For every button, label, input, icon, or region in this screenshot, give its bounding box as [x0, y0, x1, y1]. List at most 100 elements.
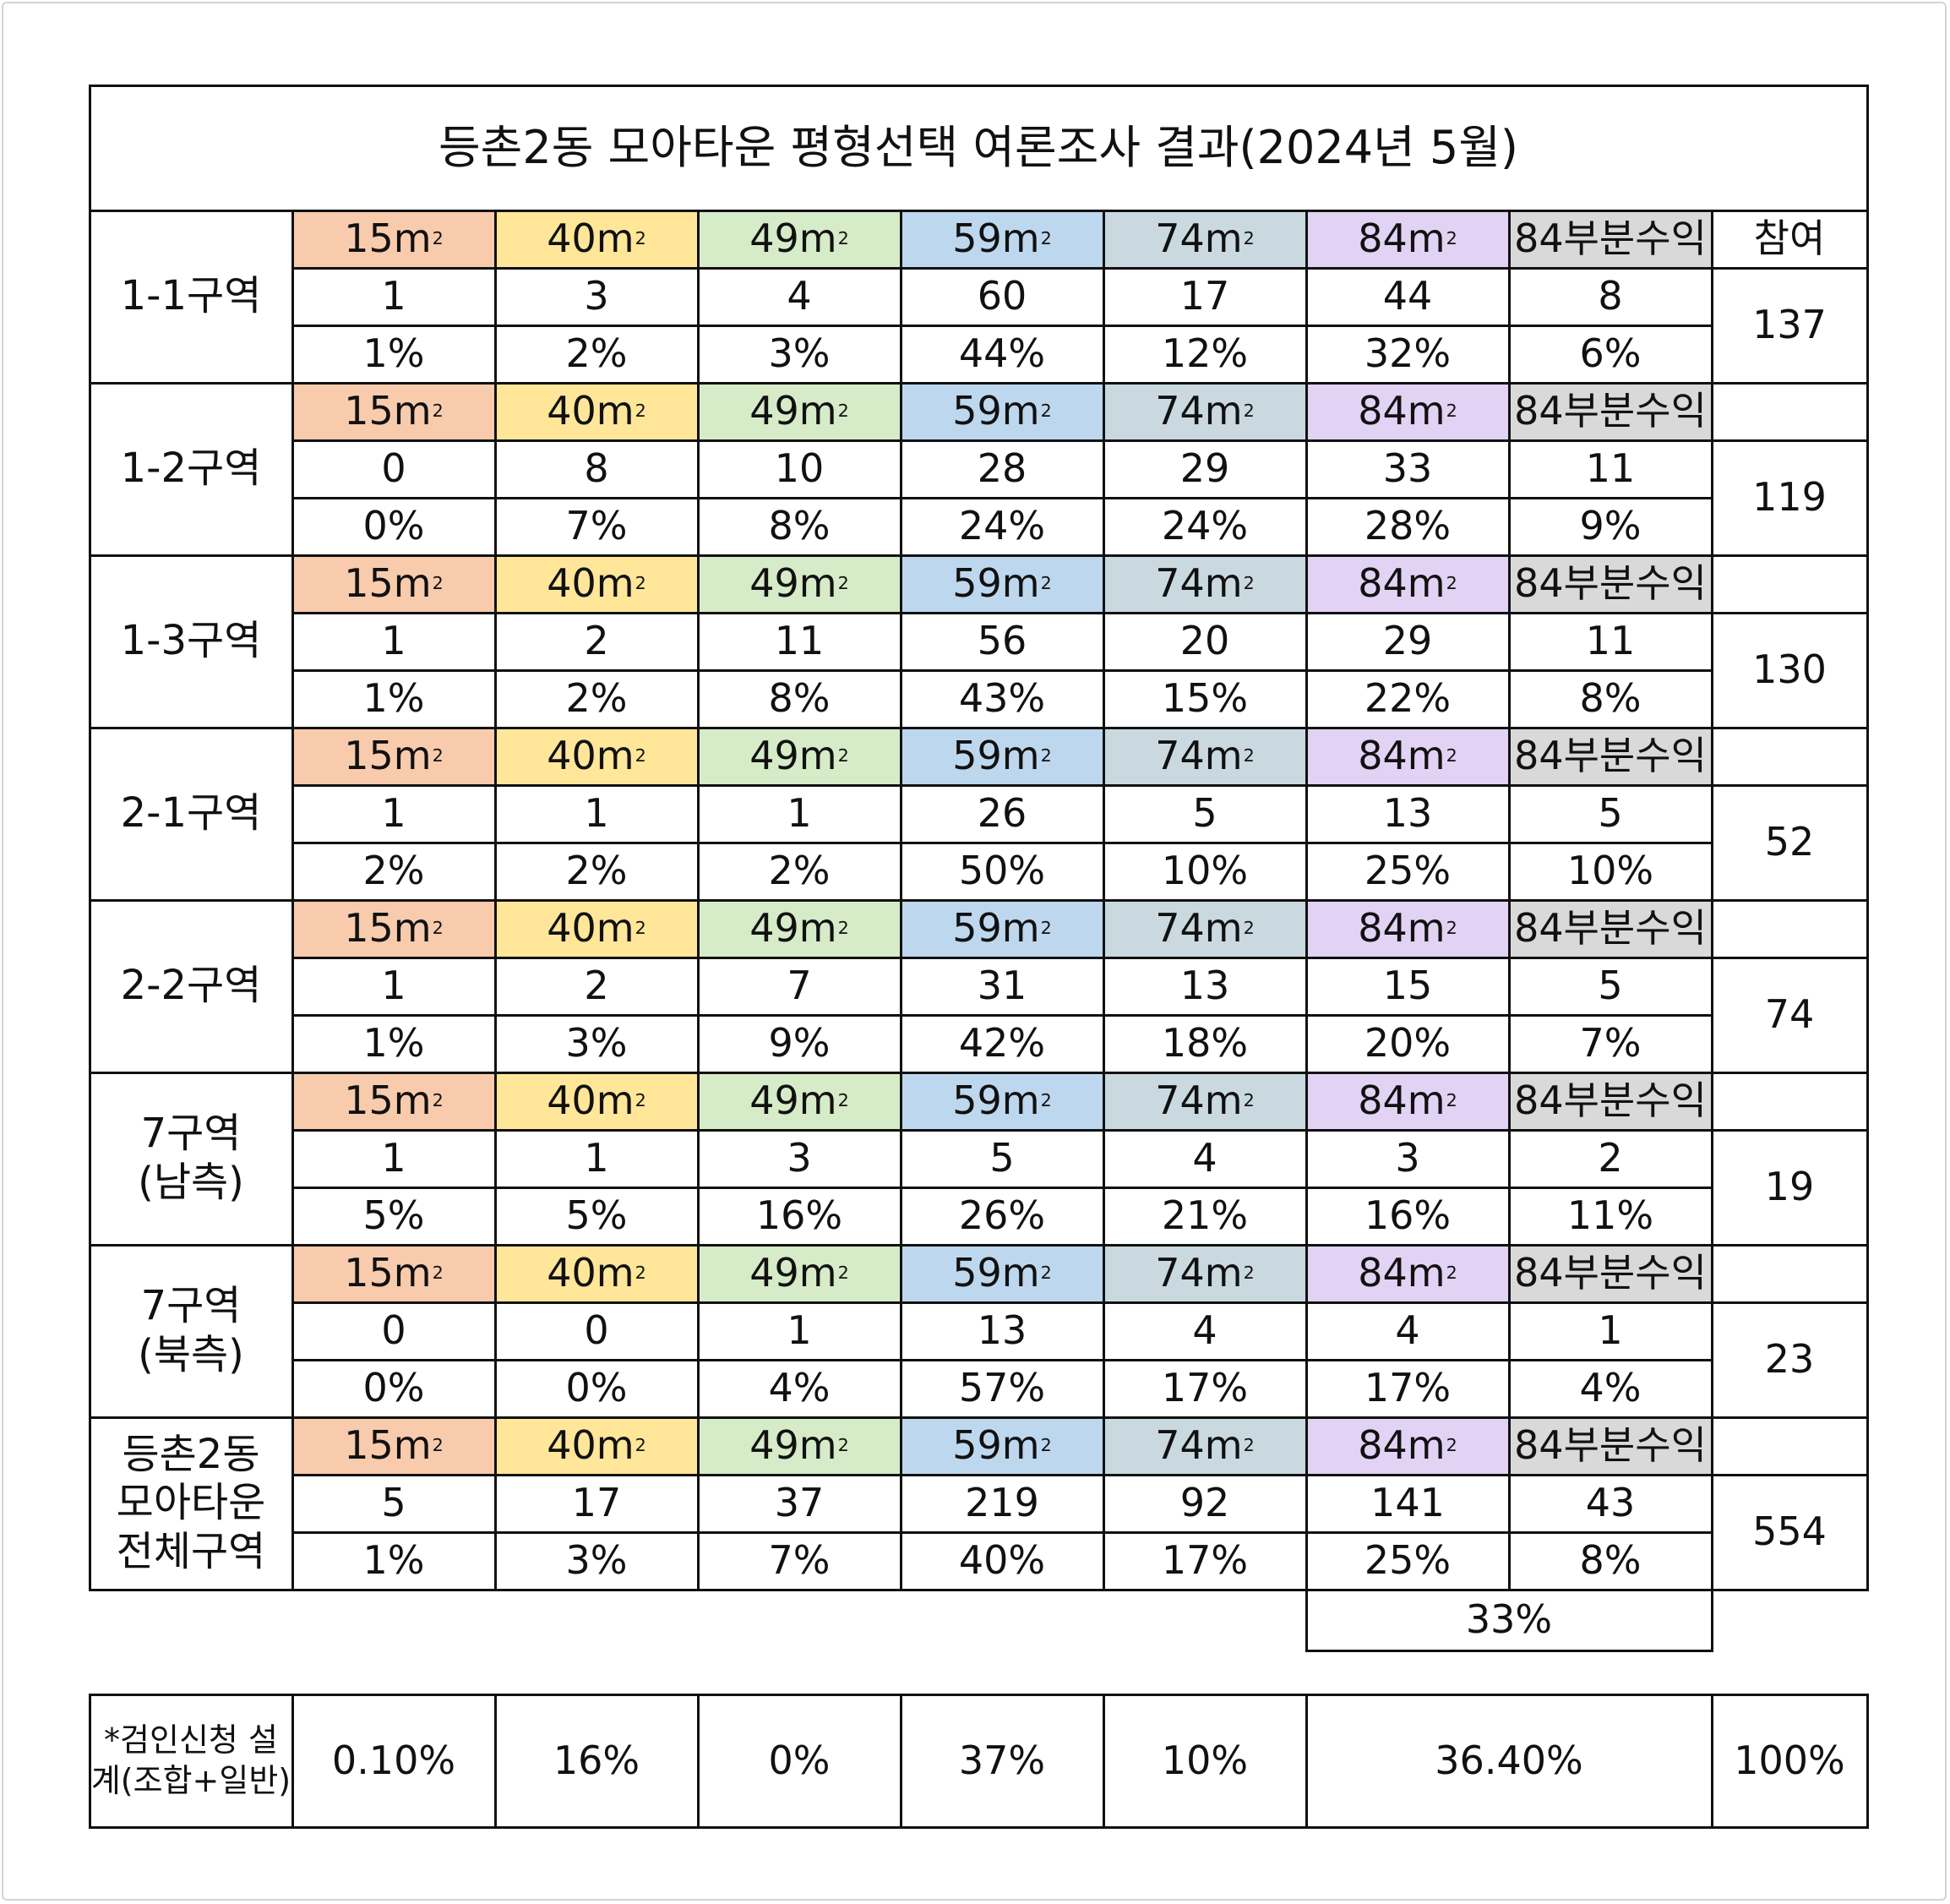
column-divider	[900, 210, 902, 1591]
column-divider	[1305, 210, 1308, 1591]
count-cell: 13	[1179, 963, 1230, 1009]
table-border-bottom	[89, 1589, 1869, 1591]
zone-name: 1-1구역	[120, 272, 262, 320]
count-cell: 5	[1598, 963, 1623, 1009]
zone-name: 1-2구역	[120, 445, 262, 493]
count-cell: 11	[774, 618, 825, 664]
percent-cell: 6%	[1579, 330, 1642, 377]
count-cell: 60	[977, 273, 1027, 319]
percent-cell: 40%	[958, 1537, 1046, 1584]
row-divider	[291, 957, 1869, 959]
size-header-cell: 84부분수익	[1509, 555, 1712, 613]
count-cell: 13	[977, 1307, 1027, 1354]
count-cell: 33	[1382, 445, 1433, 492]
count-cell: 13	[1382, 790, 1433, 837]
column-divider	[291, 210, 294, 1591]
row-divider	[291, 1014, 1713, 1017]
percent-cell: 8%	[1579, 1537, 1642, 1584]
percent-cell: 7%	[768, 1537, 831, 1584]
count-cell: 2	[584, 963, 609, 1009]
percent-cell: 25%	[1364, 1537, 1452, 1584]
block-divider	[89, 727, 1869, 729]
percent-cell: 10%	[1566, 848, 1654, 894]
count-cell: 2	[1598, 1135, 1623, 1181]
participants-count: 74	[1764, 991, 1815, 1038]
zone-name: 등촌2동 모아타운 전체구역	[116, 1430, 266, 1575]
combined-box-bottom	[1305, 1650, 1713, 1652]
percent-cell: 11%	[1566, 1192, 1654, 1239]
participants-count: 130	[1752, 646, 1827, 693]
size-header-cell: 84m 2	[1306, 1417, 1509, 1475]
size-header-cell: 40m 2	[495, 555, 698, 613]
table-border-left	[89, 85, 91, 1591]
percent-cell: 1%	[362, 1020, 425, 1067]
size-header-cell: 40m 2	[495, 1245, 698, 1302]
percent-cell: 22%	[1364, 675, 1452, 722]
percent-cell: 25%	[1364, 848, 1452, 894]
participants-count: 52	[1764, 819, 1815, 865]
size-header-cell: 15m 2	[292, 210, 495, 268]
row-divider	[291, 439, 1869, 442]
plan-row-divider	[291, 1694, 294, 1829]
percent-cell: 10%	[1161, 848, 1249, 894]
column-divider	[494, 210, 497, 1591]
size-header-cell: 84부분수익	[1509, 210, 1712, 268]
plan-row-divider	[89, 1694, 91, 1829]
column-divider	[1508, 210, 1511, 1591]
zone-name: 2-1구역	[120, 789, 262, 837]
percent-cell: 2%	[565, 330, 628, 377]
count-cell: 43	[1585, 1480, 1636, 1526]
count-cell: 1	[1598, 1307, 1623, 1354]
percent-cell: 1%	[362, 330, 425, 377]
percent-cell: 8%	[768, 675, 831, 722]
size-header-cell: 84부분수익	[1509, 383, 1712, 440]
zone-name: 1-3구역	[120, 617, 262, 665]
size-header-cell: 59m 2	[901, 1245, 1103, 1302]
percent-cell: 15%	[1161, 675, 1249, 722]
percent-cell: 1%	[362, 1537, 425, 1584]
size-header-cell: 49m 2	[698, 900, 901, 957]
size-header-cell: 74m 2	[1103, 383, 1306, 440]
count-cell: 0	[381, 445, 406, 492]
count-cell: 141	[1370, 1480, 1445, 1526]
participants-count: 137	[1752, 302, 1827, 348]
percent-cell: 4%	[1579, 1365, 1642, 1411]
count-cell: 4	[1192, 1307, 1217, 1354]
count-cell: 8	[584, 445, 609, 492]
size-header-cell: 84부분수익	[1509, 1417, 1712, 1475]
percent-cell: 8%	[1579, 675, 1642, 722]
percent-cell: 0%	[565, 1365, 628, 1411]
percent-cell: 2%	[565, 848, 628, 894]
percent-cell: 17%	[1161, 1537, 1249, 1584]
count-cell: 10	[774, 445, 825, 492]
count-cell: 8	[1598, 273, 1623, 319]
size-header-cell: 40m 2	[495, 900, 698, 957]
count-cell: 4	[1395, 1307, 1420, 1354]
percent-cell: 2%	[362, 848, 425, 894]
row-divider	[291, 497, 1713, 499]
size-header-cell: 15m 2	[292, 1072, 495, 1130]
count-cell: 3	[1395, 1135, 1420, 1181]
plan-value-cell: 16%	[553, 1737, 640, 1783]
percent-cell: 16%	[755, 1192, 843, 1239]
count-cell: 20	[1179, 618, 1230, 664]
count-cell: 31	[977, 963, 1027, 1009]
percent-cell: 20%	[1364, 1020, 1452, 1067]
participants-count: 554	[1752, 1508, 1827, 1555]
zone-name: 7구역 (북측)	[138, 1282, 244, 1378]
table-border-right	[1866, 85, 1869, 1591]
percent-cell: 24%	[1161, 503, 1249, 549]
row-divider	[291, 267, 1869, 270]
participation-header: 참여	[1753, 215, 1826, 262]
count-cell: 1	[381, 790, 406, 837]
column-divider	[1711, 210, 1713, 1591]
count-cell: 0	[584, 1307, 609, 1354]
count-cell: 4	[1192, 1135, 1217, 1181]
percent-cell: 43%	[958, 675, 1046, 722]
combined-84-percent: 33%	[1465, 1596, 1553, 1643]
size-header-cell: 84m 2	[1306, 1245, 1509, 1302]
percent-cell: 3%	[768, 330, 831, 377]
size-header-cell: 84부분수익	[1509, 1245, 1712, 1302]
row-divider	[291, 784, 1869, 787]
percent-cell: 21%	[1161, 1192, 1249, 1239]
